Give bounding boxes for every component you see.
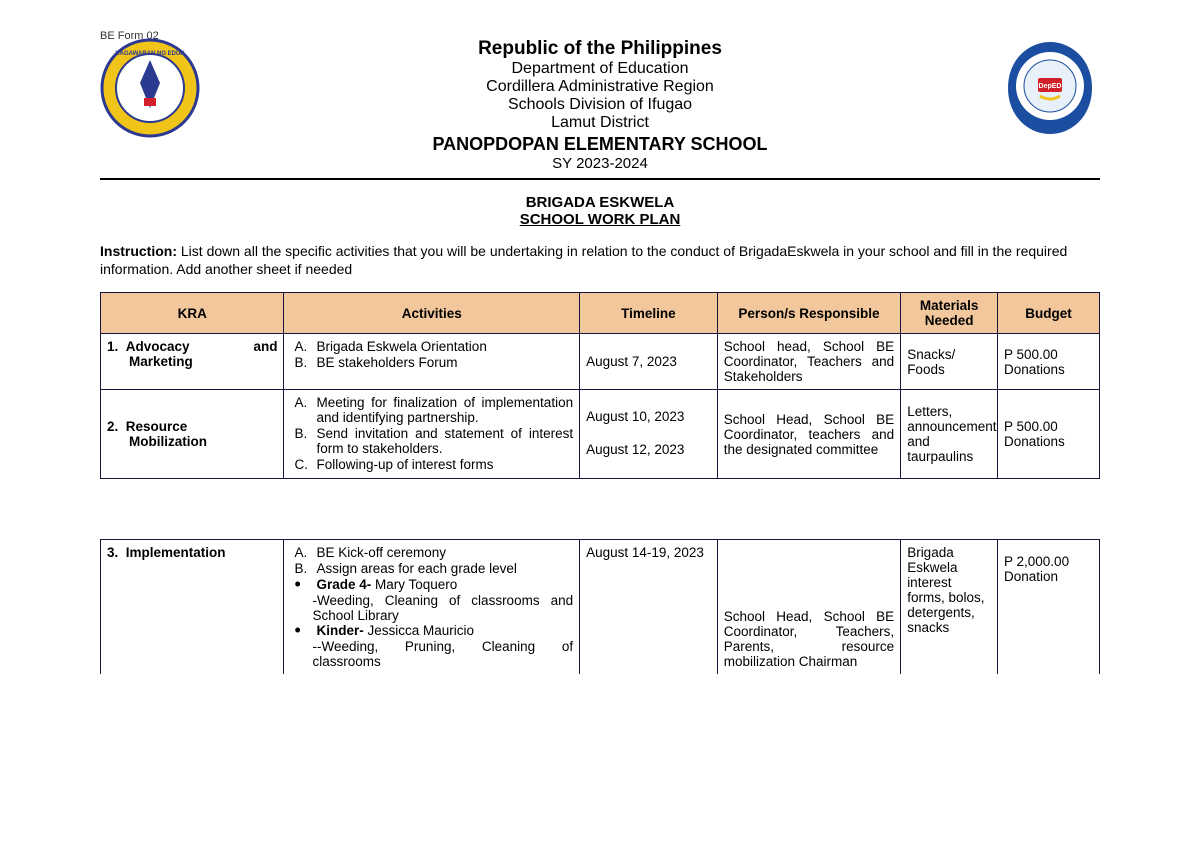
budget-cell: P 2,000.00 Donation bbox=[998, 540, 1100, 675]
table-row: 3. Implementation A.BE Kick-off ceremony… bbox=[101, 540, 1100, 675]
school-year: SY 2023-2024 bbox=[200, 155, 1000, 172]
instruction-text: Instruction: List down all the specific … bbox=[100, 242, 1100, 278]
responsible-cell: School Head, School BE Coordinator, Teac… bbox=[717, 540, 900, 675]
budget-cell: P 500.00 Donations bbox=[998, 390, 1100, 479]
svg-text:KAGAWARAN NG EDUK: KAGAWARAN NG EDUK bbox=[115, 51, 185, 57]
document-header: KAGAWARAN NG EDUK Republic of the Philip… bbox=[100, 38, 1100, 172]
activities-cell: A.Brigada Eskwela Orientation B.BE stake… bbox=[284, 334, 580, 390]
materials-cell: Letters, announcement and taurpaulins bbox=[901, 390, 998, 479]
header-divider bbox=[100, 178, 1100, 180]
activities-cell: A.BE Kick-off ceremony B.Assign areas fo… bbox=[284, 540, 580, 675]
doc-title-line1: BRIGADA ESKWELA bbox=[100, 194, 1100, 211]
instruction-label: Instruction: bbox=[100, 243, 177, 259]
timeline-cell: August 14-19, 2023 bbox=[580, 540, 718, 675]
col-header-activities: Activities bbox=[284, 293, 580, 334]
work-plan-table-1: KRA Activities Timeline Person/s Respons… bbox=[100, 292, 1100, 479]
republic-line: Republic of the Philippines bbox=[200, 38, 1000, 60]
document-title-block: BRIGADA ESKWELA SCHOOL WORK PLAN bbox=[100, 194, 1100, 228]
col-header-responsible: Person/s Responsible bbox=[717, 293, 900, 334]
division-line: Schools Division of Ifugao bbox=[200, 96, 1000, 114]
table-row: 1. Advocacyand Marketing A.Brigada Eskwe… bbox=[101, 334, 1100, 390]
kra-cell: 2. Resource Mobilization bbox=[101, 390, 284, 479]
school-name: PANOPDOPAN ELEMENTARY SCHOOL bbox=[200, 134, 1000, 155]
budget-cell: P 500.00 Donations bbox=[998, 334, 1100, 390]
school-logo: DepED bbox=[1000, 38, 1100, 138]
svg-text:DepED: DepED bbox=[1039, 83, 1062, 90]
region-line: Cordillera Administrative Region bbox=[200, 78, 1000, 96]
col-header-kra: KRA bbox=[101, 293, 284, 334]
deped-seal-logo: KAGAWARAN NG EDUK bbox=[100, 38, 200, 138]
materials-cell: Brigada Eskwela interest forms, bolos, d… bbox=[901, 540, 998, 675]
responsible-cell: School Head, School BE Coordinator, teac… bbox=[717, 390, 900, 479]
doc-title-line2: SCHOOL WORK PLAN bbox=[100, 211, 1100, 228]
table-header-row: KRA Activities Timeline Person/s Respons… bbox=[101, 293, 1100, 334]
kra-cell: 1. Advocacyand Marketing bbox=[101, 334, 284, 390]
col-header-budget: Budget bbox=[998, 293, 1100, 334]
dept-line: Department of Education bbox=[200, 60, 1000, 78]
work-plan-table-2: 3. Implementation A.BE Kick-off ceremony… bbox=[100, 539, 1100, 674]
timeline-cell: August 7, 2023 bbox=[580, 334, 718, 390]
col-header-timeline: Timeline bbox=[580, 293, 718, 334]
instruction-body: List down all the specific activities th… bbox=[100, 243, 1067, 277]
materials-cell: Snacks/ Foods bbox=[901, 334, 998, 390]
timeline-cell: August 10, 2023 August 12, 2023 bbox=[580, 390, 718, 479]
kra-cell: 3. Implementation bbox=[101, 540, 284, 675]
responsible-cell: School head, School BE Coordinator, Teac… bbox=[717, 334, 900, 390]
activities-cell: A.Meeting for finalization of implementa… bbox=[284, 390, 580, 479]
district-line: Lamut District bbox=[200, 114, 1000, 132]
col-header-materials: Materials Needed bbox=[901, 293, 998, 334]
table-row: 2. Resource Mobilization A.Meeting for f… bbox=[101, 390, 1100, 479]
